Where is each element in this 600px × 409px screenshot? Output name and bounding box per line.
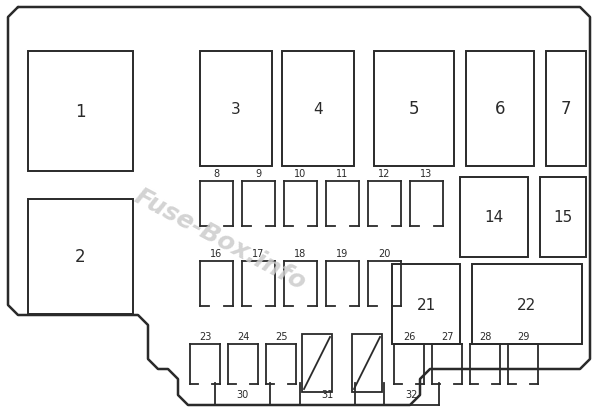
Text: 28: 28	[479, 331, 491, 341]
Text: 2: 2	[75, 248, 86, 266]
Bar	[28, 52, 133, 172]
Bar	[302, 334, 332, 392]
Text: 22: 22	[517, 297, 536, 312]
Text: 26: 26	[403, 331, 415, 341]
Bar	[466, 52, 534, 166]
Text: 20: 20	[379, 248, 391, 258]
Bar	[28, 200, 133, 314]
Bar	[460, 178, 528, 257]
Text: 12: 12	[379, 169, 391, 179]
Bar	[374, 52, 454, 166]
Text: 29: 29	[517, 331, 529, 341]
Text: 30: 30	[236, 389, 248, 399]
Bar	[546, 52, 586, 166]
Text: 13: 13	[421, 169, 433, 179]
Bar	[392, 264, 460, 344]
Text: 19: 19	[337, 248, 349, 258]
Text: 21: 21	[416, 297, 436, 312]
Text: Fuse-Box.info: Fuse-Box.info	[130, 184, 310, 294]
Text: 9: 9	[256, 169, 262, 179]
Bar	[540, 178, 586, 257]
Text: 11: 11	[337, 169, 349, 179]
Text: 5: 5	[409, 100, 419, 118]
Text: 18: 18	[295, 248, 307, 258]
Text: 4: 4	[313, 102, 323, 117]
Text: 16: 16	[211, 248, 223, 258]
Text: 6: 6	[495, 100, 505, 118]
Text: 32: 32	[406, 389, 418, 399]
Text: 25: 25	[275, 331, 287, 341]
Text: 15: 15	[553, 210, 572, 225]
Text: 27: 27	[441, 331, 453, 341]
Bar	[282, 52, 354, 166]
Text: 23: 23	[199, 331, 211, 341]
Text: 24: 24	[237, 331, 249, 341]
Text: 8: 8	[214, 169, 220, 179]
Text: 17: 17	[253, 248, 265, 258]
Text: 31: 31	[322, 389, 334, 399]
Bar	[472, 264, 582, 344]
Bar	[200, 52, 272, 166]
Text: 1: 1	[75, 103, 86, 121]
Text: 10: 10	[295, 169, 307, 179]
Text: 3: 3	[231, 102, 241, 117]
Text: 7: 7	[561, 100, 571, 118]
Text: 14: 14	[484, 210, 503, 225]
Bar	[352, 334, 382, 392]
